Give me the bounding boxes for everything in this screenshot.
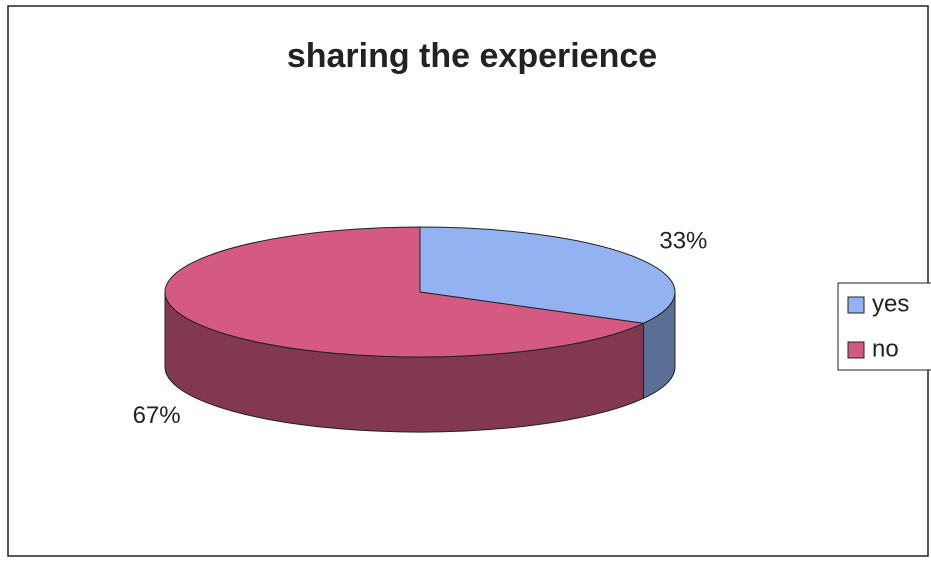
data-label: 33% xyxy=(659,228,707,255)
legend-swatch xyxy=(847,341,865,359)
legend-swatch xyxy=(847,296,865,314)
data-label: 67% xyxy=(133,402,181,429)
pie-slice xyxy=(419,226,676,324)
legend-label: no xyxy=(872,335,899,362)
legend-label: yes xyxy=(872,290,909,317)
chart-title: sharing the experience xyxy=(287,37,657,75)
pie-slice xyxy=(164,226,646,358)
